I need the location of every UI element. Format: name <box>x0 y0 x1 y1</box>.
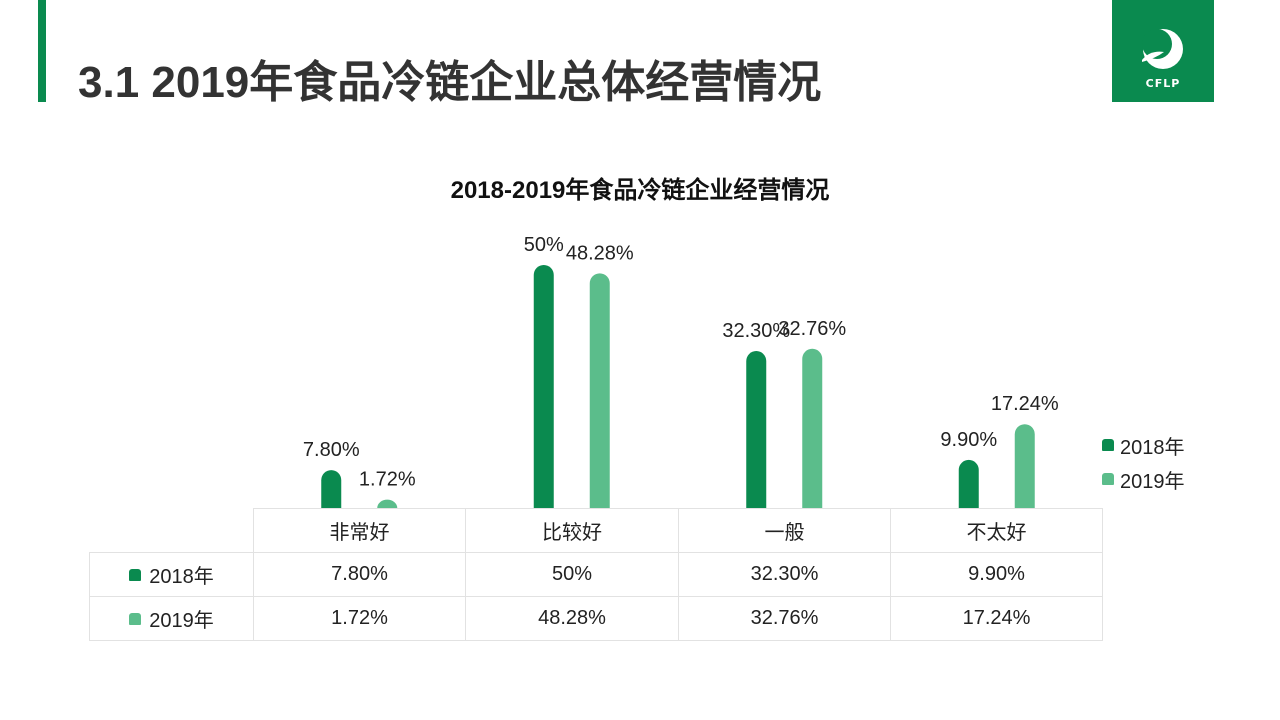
table-cell: 9.90% <box>890 552 1103 597</box>
bar-2019-3 <box>1014 424 1035 508</box>
title-accent-bar <box>38 0 46 102</box>
bar-2019-0 <box>377 499 398 508</box>
chart-legend: 2018年 2019年 <box>1102 428 1185 496</box>
chart-title: 2018-2019年食品冷链企业经营情况 <box>450 177 830 204</box>
bar-2018-0 <box>321 470 342 508</box>
legend-item-2018: 2018年 <box>1102 428 1185 462</box>
bar-2018-3 <box>958 459 979 508</box>
table-header-row: 非常好 比较好 一般 不太好 <box>89 508 1103 553</box>
logo-text: CFLP <box>1145 77 1181 90</box>
data-label: 50% <box>524 234 564 256</box>
data-label: 9.90% <box>940 429 997 451</box>
data-label: 7.80% <box>303 439 360 461</box>
table-cell: 7.80% <box>253 552 466 597</box>
table-row: 2018年 7.80% 50% 32.30% 9.90% <box>89 552 1103 597</box>
legend-swatch-2018 <box>1102 439 1114 451</box>
page-title: 3.1 2019年食品冷链企业总体经营情况 <box>78 58 822 107</box>
table-row-head-2019: 2019年 <box>89 596 254 641</box>
legend-label-2018: 2018年 <box>1120 436 1185 459</box>
bar-2019-2 <box>802 348 823 508</box>
table-cell: 50% <box>465 552 679 597</box>
table-row-head-2018: 2018年 <box>89 552 254 597</box>
table-header-cell: 不太好 <box>890 508 1103 553</box>
bar-2019-1 <box>589 273 610 508</box>
legend-label-2019: 2019年 <box>1120 470 1185 493</box>
table-corner-cell <box>89 508 254 553</box>
bar-2018-1 <box>533 265 554 508</box>
table-cell: 32.30% <box>678 552 891 597</box>
data-label: 1.72% <box>359 469 416 491</box>
data-table: 非常好 比较好 一般 不太好 2018年 7.80% 50% 32.30% 9.… <box>89 508 1103 641</box>
table-header-cell: 一般 <box>678 508 891 553</box>
legend-item-2019: 2019年 <box>1102 462 1185 496</box>
table-cell: 1.72% <box>253 596 466 641</box>
table-header-cell: 比较好 <box>465 508 679 553</box>
table-cell: 48.28% <box>465 596 679 641</box>
table-row: 2019年 1.72% 48.28% 32.76% 17.24% <box>89 596 1103 641</box>
table-swatch-2018 <box>129 568 142 581</box>
table-cell: 17.24% <box>890 596 1103 641</box>
table-cell: 32.76% <box>678 596 891 641</box>
bar-2018-2 <box>746 351 767 508</box>
table-header-cell: 非常好 <box>253 508 466 553</box>
table-series-name: 2018年 <box>149 566 214 588</box>
table-swatch-2019 <box>129 612 142 625</box>
legend-swatch-2019 <box>1102 473 1114 485</box>
logo-icon <box>1112 0 1214 102</box>
cflp-logo: CFLP <box>1112 0 1214 102</box>
table-series-name: 2019年 <box>149 610 214 632</box>
data-label: 32.30% <box>722 320 790 342</box>
data-label: 48.28% <box>566 242 634 264</box>
data-label: 17.24% <box>991 393 1059 415</box>
data-label: 32.76% <box>778 318 846 340</box>
